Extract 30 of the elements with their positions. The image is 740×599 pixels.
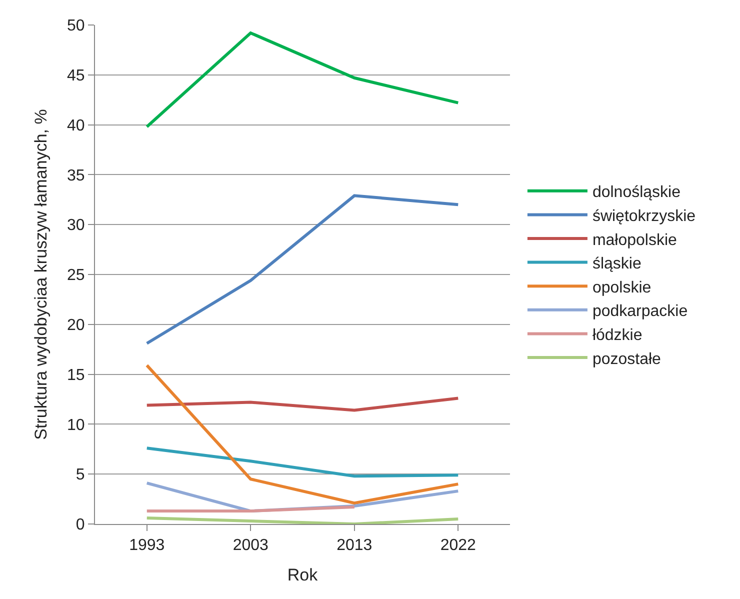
y-tick-label: 45 (67, 68, 85, 84)
x-tick-label: 1993 (129, 537, 165, 554)
y-tick-label: 5 (76, 466, 85, 484)
legend-label: śląskie (592, 256, 642, 273)
legend-label: łódzkie (592, 326, 642, 344)
y-tick-label: 30 (67, 217, 85, 234)
x-axis-title: Rok (287, 566, 318, 585)
y-tick-label: 50 (67, 18, 85, 35)
line-series (145, 194, 460, 345)
y-tick-label: 15 (67, 366, 85, 384)
line-series (145, 31, 460, 128)
y-axis-title: Struktura wydobyciaa kruszyw łamanych, % (32, 109, 51, 440)
legend-label: opolskie (592, 279, 652, 296)
y-tick-label: 0 (76, 516, 85, 534)
y-tick-label: 35 (67, 167, 85, 184)
line-series (145, 396, 460, 412)
y-tick-label: 25 (67, 267, 85, 284)
legend-label: podkarpackie (592, 303, 688, 320)
legend-label: pozostałe (592, 350, 662, 368)
y-tick-label: 10 (67, 416, 85, 434)
legend-label: dolnośląskie (592, 184, 681, 202)
line-series (145, 446, 460, 478)
legend-label: świętokrzyskie (592, 208, 696, 225)
x-tick-label: 2013 (336, 537, 372, 554)
line-series (145, 364, 460, 505)
y-tick-label: 20 (67, 317, 85, 334)
x-tick-label: 2022 (440, 537, 476, 554)
legend-label: małopolskie (592, 232, 678, 249)
x-tick-label: 2003 (232, 537, 269, 554)
y-tick-label: 40 (67, 117, 85, 134)
